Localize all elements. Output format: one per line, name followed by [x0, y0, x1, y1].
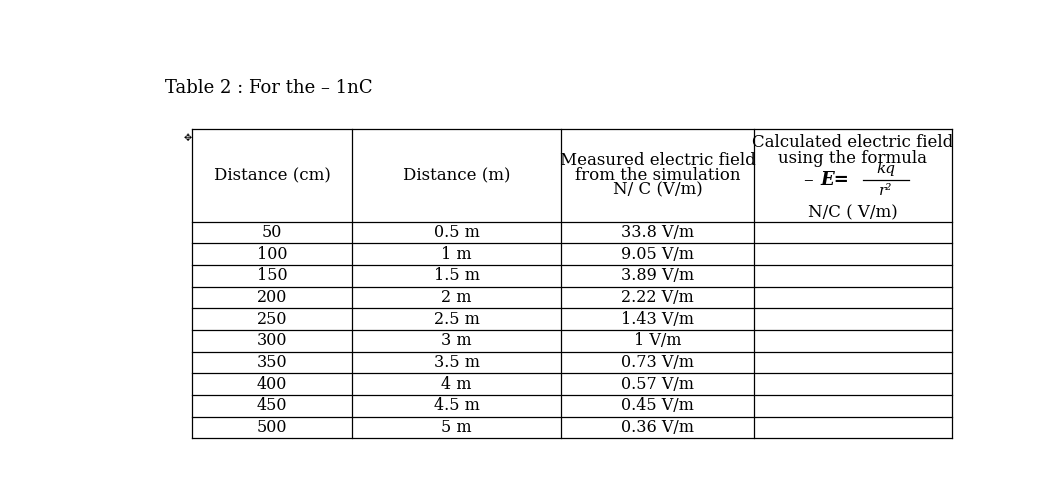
Text: 100: 100	[257, 246, 288, 263]
Text: 250: 250	[257, 311, 288, 328]
Text: 450: 450	[257, 397, 288, 414]
Text: 2.22 V/m: 2.22 V/m	[621, 289, 694, 306]
Text: Distance (m): Distance (m)	[403, 167, 510, 184]
Text: 350: 350	[257, 354, 288, 371]
Text: N/ C (V/m): N/ C (V/m)	[613, 182, 703, 199]
Text: 3 m: 3 m	[441, 332, 472, 349]
Text: 0.45 V/m: 0.45 V/m	[621, 397, 694, 414]
Text: 1 m: 1 m	[441, 246, 472, 263]
Text: 1.5 m: 1.5 m	[434, 267, 479, 284]
Text: 50: 50	[262, 224, 282, 241]
Text: using the formula: using the formula	[779, 150, 928, 167]
Text: r²: r²	[879, 184, 893, 198]
Text: Measured electric field: Measured electric field	[560, 152, 755, 169]
Text: 1.43 V/m: 1.43 V/m	[621, 311, 694, 328]
Text: Distance (cm): Distance (cm)	[214, 167, 330, 184]
Text: E=: E=	[820, 171, 849, 189]
Text: 500: 500	[257, 419, 288, 436]
Text: 9.05 V/m: 9.05 V/m	[621, 246, 694, 263]
Text: 5 m: 5 m	[441, 419, 472, 436]
Text: 0.5 m: 0.5 m	[434, 224, 479, 241]
Text: 1 V/m: 1 V/m	[634, 332, 681, 349]
Text: 2.5 m: 2.5 m	[434, 311, 479, 328]
Text: 0.57 V/m: 0.57 V/m	[621, 376, 694, 393]
Text: 400: 400	[257, 376, 287, 393]
Text: 300: 300	[257, 332, 288, 349]
Text: N/C ( V/m): N/C ( V/m)	[808, 205, 898, 222]
Text: 2 m: 2 m	[441, 289, 472, 306]
Text: Table 2 : For the – 1nC: Table 2 : For the – 1nC	[165, 79, 372, 97]
Text: kq: kq	[876, 162, 895, 176]
Text: –: –	[803, 171, 813, 189]
Text: 33.8 V/m: 33.8 V/m	[621, 224, 694, 241]
Text: 0.36 V/m: 0.36 V/m	[621, 419, 694, 436]
Text: ✥: ✥	[184, 133, 193, 143]
Text: 3.89 V/m: 3.89 V/m	[621, 267, 694, 284]
Text: 4 m: 4 m	[441, 376, 472, 393]
Text: 3.5 m: 3.5 m	[434, 354, 479, 371]
Text: Calculated electric field: Calculated electric field	[752, 134, 953, 151]
Text: 150: 150	[257, 267, 288, 284]
Text: 0.73 V/m: 0.73 V/m	[621, 354, 694, 371]
Text: from the simulation: from the simulation	[574, 167, 741, 184]
Text: 4.5 m: 4.5 m	[434, 397, 479, 414]
Text: 200: 200	[257, 289, 287, 306]
